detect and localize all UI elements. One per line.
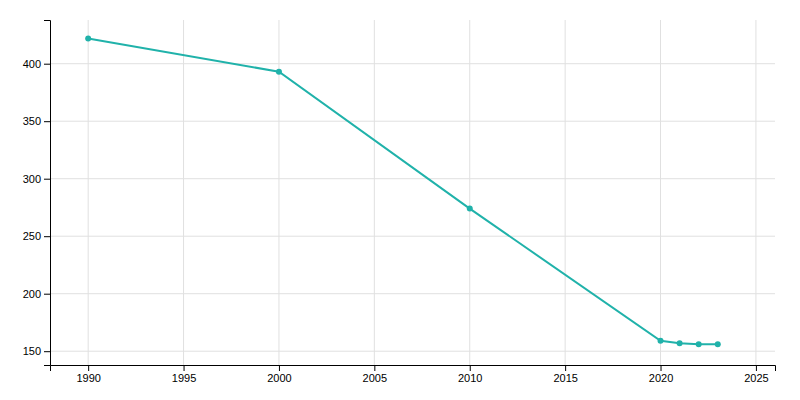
- x-axis-tick-label: 2015: [553, 372, 577, 384]
- y-axis-tick: 200: [23, 288, 50, 300]
- x-axis-tick: 2000: [267, 365, 291, 384]
- grid-line-y: [50, 236, 775, 237]
- y-axis-tick-label: 200: [23, 288, 41, 300]
- series: [85, 35, 721, 347]
- y-axis-tick-mark: [44, 64, 50, 65]
- y-axis-tick: 250: [23, 230, 50, 242]
- y-axis-tick-label: 350: [23, 115, 41, 127]
- y-axis-tick: 400: [23, 58, 50, 70]
- x-axis-tick-mark: [661, 365, 662, 371]
- grid-line-x: [469, 20, 470, 365]
- x-axis: 1990 1995 2000 2005 2010 2015 2020 2025: [51, 365, 776, 384]
- y-axis-tick-mark: [44, 121, 50, 122]
- point: [696, 341, 702, 347]
- x-axis-tick-mark: [88, 365, 89, 371]
- x-axis-line: [51, 366, 776, 372]
- y-axis-tick-mark: [44, 236, 50, 237]
- x-axis-tick-label: 2005: [363, 372, 387, 384]
- grid-line-x: [183, 20, 184, 365]
- x-axis-tick-label: 2020: [649, 372, 673, 384]
- y-axis-tick-label: 250: [23, 230, 41, 242]
- y-axis-tick: 300: [23, 173, 50, 185]
- y-axis-tick-mark: [44, 294, 50, 295]
- point: [715, 341, 721, 347]
- chart: 1990 1995 2000 2005 2010 2015 2020 2025 150 200 25…: [0, 0, 800, 400]
- y-axis-tick-label: 300: [23, 173, 41, 185]
- point: [276, 69, 282, 75]
- y-axis-line: [44, 21, 51, 366]
- grid-line-y: [50, 178, 775, 179]
- x-axis-tick: 2005: [363, 365, 387, 384]
- x-axis-tick-label: 2010: [458, 372, 482, 384]
- x-axis-tick-label: 2025: [744, 372, 768, 384]
- point: [658, 338, 664, 344]
- y-axis-tick: 350: [23, 115, 50, 127]
- line: [88, 38, 718, 344]
- grid-line-y: [50, 121, 775, 122]
- point: [677, 340, 683, 346]
- grid-line-x: [565, 20, 566, 365]
- x-axis-tick: 1990: [76, 365, 100, 384]
- x-axis-tick-label: 2000: [267, 372, 291, 384]
- point: [85, 35, 91, 41]
- grid: [50, 20, 775, 365]
- x-axis-tick-mark: [756, 365, 757, 371]
- grid-line-y: [50, 293, 775, 294]
- y-axis-tick-mark: [44, 179, 50, 180]
- x-axis-tick-label: 1990: [76, 372, 100, 384]
- grid-line-y: [50, 63, 775, 64]
- x-axis-tick: 2010: [458, 365, 482, 384]
- grid-line-x: [755, 20, 756, 365]
- grid-line-x: [660, 20, 661, 365]
- x-axis-tick: 2025: [744, 365, 768, 384]
- y-axis-tick-label: 150: [23, 345, 41, 357]
- x-axis-tick: 2015: [553, 365, 577, 384]
- x-axis-tick-mark: [184, 365, 185, 371]
- point: [467, 206, 473, 212]
- plot-area: 1990 1995 2000 2005 2010 2015 2020 2025 150 200 25…: [23, 20, 776, 384]
- x-axis-tick: 1995: [172, 365, 196, 384]
- y-axis-tick-label: 400: [23, 58, 41, 70]
- grid-line-x: [374, 20, 375, 365]
- y-axis-tick-mark: [44, 351, 50, 352]
- grid-line-x: [88, 20, 89, 365]
- x-axis-tick-mark: [470, 365, 471, 371]
- y-axis: 150 200 250 300 350 400: [23, 21, 51, 366]
- y-axis-tick: 150: [23, 345, 50, 357]
- grid-line-y: [50, 351, 775, 352]
- x-axis-tick-mark: [374, 365, 375, 371]
- x-axis-tick-label: 1995: [172, 372, 196, 384]
- x-axis-tick: 2020: [649, 365, 673, 384]
- x-axis-tick-mark: [279, 365, 280, 371]
- x-axis-tick-mark: [565, 365, 566, 371]
